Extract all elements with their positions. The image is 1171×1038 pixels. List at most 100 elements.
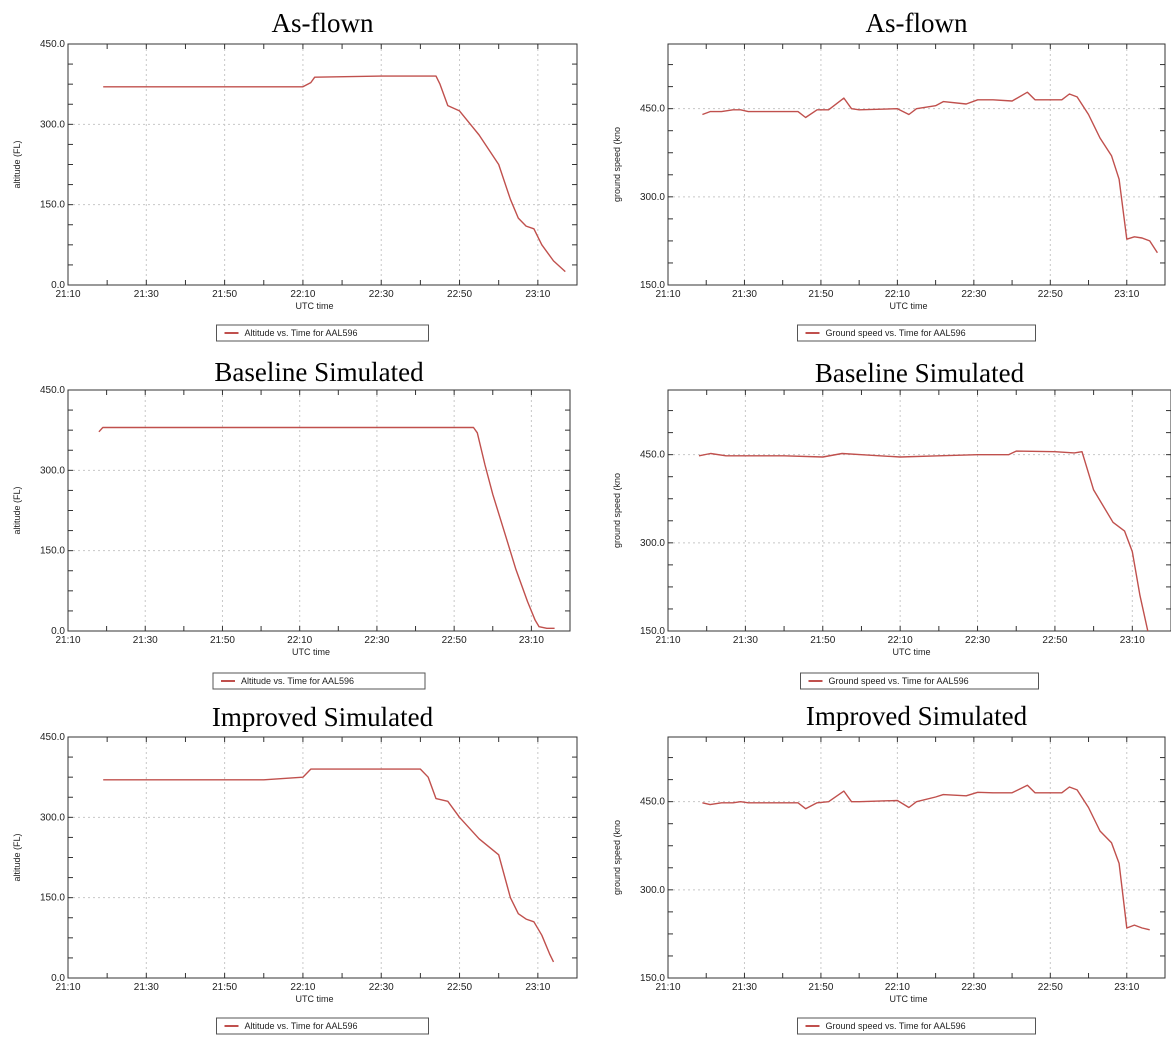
x-tick-label: 22:30 (961, 289, 986, 300)
legend-label: Altitude vs. Time for AAL596 (245, 1021, 358, 1031)
x-tick-label: 21:10 (55, 635, 80, 646)
y-tick-label: 150.0 (640, 280, 665, 291)
legend-label: Altitude vs. Time for AAL596 (245, 328, 358, 338)
legend-box (212, 672, 426, 690)
x-tick-label: 21:30 (133, 635, 158, 646)
legend-box (216, 324, 429, 342)
series-line (103, 768, 555, 963)
x-tick-label: 23:10 (1114, 982, 1139, 993)
x-tick-label: 21:50 (810, 635, 835, 646)
series-line (103, 75, 566, 273)
x-axis-label: UTC time (890, 994, 928, 1004)
x-tick-label: 22:50 (447, 982, 472, 993)
series-line (702, 784, 1150, 931)
y-axis-label: altitude (FL) (12, 486, 22, 534)
y-tick-label: 300.0 (40, 119, 65, 130)
x-tick-label: 21:50 (212, 982, 237, 993)
x-tick-label: 22:30 (961, 982, 986, 993)
x-tick-label: 22:50 (447, 289, 472, 300)
legend: Altitude vs. Time for AAL596 (216, 1017, 429, 1035)
x-tick-label: 21:30 (134, 289, 159, 300)
plot-frame (67, 389, 571, 632)
plot-frame (667, 389, 1171, 632)
y-tick-label: 150.0 (40, 546, 65, 557)
x-tick-label: 23:10 (1120, 635, 1145, 646)
x-tick-label: 21:50 (210, 635, 235, 646)
chart-title: As-flown (272, 8, 374, 38)
y-axis-label: altitude (FL) (12, 140, 22, 188)
x-tick-label: 21:30 (732, 982, 757, 993)
x-tick-label: 21:50 (808, 289, 833, 300)
x-tick-label: 22:10 (287, 635, 312, 646)
x-tick-label: 21:30 (134, 982, 159, 993)
x-tick-label: 22:30 (369, 982, 394, 993)
y-axis-label: ground speed (kno (612, 127, 622, 202)
y-tick-label: 450.0 (640, 450, 665, 461)
x-tick-label: 21:50 (212, 289, 237, 300)
y-tick-label: 450.0 (640, 797, 665, 808)
legend: Altitude vs. Time for AAL596 (216, 324, 429, 342)
legend-box (797, 1017, 1036, 1035)
y-tick-label: 450.0 (40, 385, 65, 396)
x-tick-label: 21:10 (55, 289, 80, 300)
y-axis-label: altitude (FL) (12, 833, 22, 881)
plot-frame (667, 736, 1166, 979)
x-tick-label: 22:50 (1038, 982, 1063, 993)
y-tick-label: 150.0 (40, 200, 65, 211)
y-tick-label: 300.0 (640, 538, 665, 549)
y-tick-label: 450.0 (40, 732, 65, 743)
x-tick-label: 22:10 (290, 289, 315, 300)
x-tick-label: 21:30 (733, 635, 758, 646)
x-tick-label: 21:10 (655, 289, 680, 300)
y-tick-label: 300.0 (40, 465, 65, 476)
x-axis-label: UTC time (292, 647, 330, 657)
chart-panel-5: Improved Simulated 21:10 21:30 21:50 22:10 22… (12, 702, 578, 1035)
y-tick-label: 0.0 (51, 973, 65, 984)
x-tick-label: 22:30 (965, 635, 990, 646)
legend-label: Ground speed vs. Time for AAL596 (829, 676, 969, 686)
x-tick-label: 21:10 (655, 635, 680, 646)
chart-panel-1: As-flown 21:10 21:30 21:50 22:10 22:30 22:50 23… (12, 8, 578, 342)
chart-panel-3: Baseline Simulated 21:10 21:30 21:50 22:10 22… (12, 357, 571, 690)
x-tick-label: 21:10 (55, 982, 80, 993)
y-tick-label: 300.0 (640, 885, 665, 896)
y-tick-label: 0.0 (51, 626, 65, 637)
chart-title: As-flown (866, 8, 968, 38)
x-axis-label: UTC time (893, 647, 931, 657)
chart-panel-2: As-flown 21:10 21:30 21:50 22:10 22:30 22:50 23… (612, 8, 1166, 342)
x-tick-label: 23:10 (519, 635, 544, 646)
x-tick-label: 22:30 (369, 289, 394, 300)
x-tick-label: 23:10 (525, 289, 550, 300)
legend-box (216, 1017, 429, 1035)
legend: Ground speed vs. Time for AAL596 (797, 1017, 1036, 1035)
legend-label: Ground speed vs. Time for AAL596 (826, 1021, 966, 1031)
legend: Ground speed vs. Time for AAL596 (797, 324, 1036, 342)
chart-panel-4: Baseline Simulated 21:10 21:30 21:50 22:10 22… (612, 358, 1171, 690)
series-line (698, 450, 1149, 632)
legend: Ground speed vs. Time for AAL596 (800, 672, 1039, 690)
y-tick-label: 450.0 (40, 39, 65, 50)
chart-title: Baseline Simulated (815, 358, 1025, 388)
x-tick-label: 22:50 (442, 635, 467, 646)
x-axis-label: UTC time (296, 301, 334, 311)
x-tick-label: 23:10 (1114, 289, 1139, 300)
x-axis-label: UTC time (890, 301, 928, 311)
series-line (702, 91, 1158, 254)
chart-title: Baseline Simulated (214, 357, 424, 387)
legend-box (797, 324, 1036, 342)
plot-frame (67, 43, 578, 286)
series-line (98, 426, 555, 629)
legend-box (800, 672, 1039, 690)
chart-title: Improved Simulated (212, 702, 434, 732)
x-tick-label: 22:10 (885, 982, 910, 993)
x-tick-label: 21:10 (655, 982, 680, 993)
legend-label: Altitude vs. Time for AAL596 (241, 676, 354, 686)
y-tick-label: 150.0 (640, 973, 665, 984)
plot-frame (667, 43, 1166, 286)
x-tick-label: 22:10 (888, 635, 913, 646)
y-tick-label: 150.0 (40, 893, 65, 904)
y-tick-label: 300.0 (640, 192, 665, 203)
x-tick-label: 21:30 (732, 289, 757, 300)
x-tick-label: 21:50 (808, 982, 833, 993)
